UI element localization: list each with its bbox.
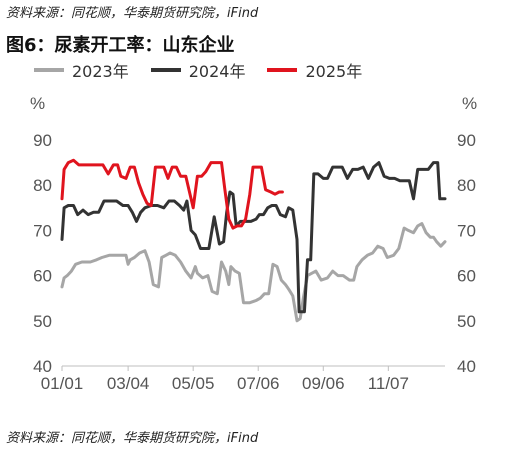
y-tick-label-right: 60 (457, 267, 476, 286)
y-tick-label-right: 80 (457, 176, 476, 195)
y-tick-label-left: 60 (33, 267, 52, 286)
source-note-top: 资料来源：同花顺，华泰期货研究院，iFind (6, 6, 259, 21)
y-tick-label-right: 50 (457, 312, 476, 331)
series-lines (60, 158, 447, 323)
y-unit-left: % (30, 94, 45, 113)
x-tick-label: 11/07 (368, 374, 409, 393)
source-note-bottom: 资料来源：同花顺，华泰期货研究院，iFind (6, 431, 259, 446)
y-tick-label-left: 40 (33, 357, 52, 376)
series-line-2025 (60, 158, 284, 230)
axes: 40 40 50 50 60 60 70 70 80 80 90 90% % 01/01 03/04 05/0… (30, 94, 477, 393)
legend-swatch-2025 (267, 68, 298, 72)
y-tick-label-left: 90 (33, 131, 52, 150)
x-tick-label: 05/05 (172, 374, 215, 393)
legend-swatch-2024 (150, 68, 181, 72)
legend-label-2023: 2023年 (72, 62, 129, 81)
x-tick-label: 09/06 (302, 374, 345, 393)
legend-item-2023: 2023年 (34, 58, 129, 82)
legend-label-2024: 2024年 (188, 62, 246, 81)
y-tick-label-left: 80 (33, 176, 52, 195)
y-tick-label-right: 90 (457, 131, 476, 150)
y-tick-label-right: 70 (457, 221, 476, 240)
legend: 2023年 2024年 2025年 (34, 58, 362, 82)
x-tick-label: 07/06 (237, 374, 280, 393)
legend-item-2025: 2025年 (267, 58, 362, 82)
x-tick-label: 03/04 (107, 374, 150, 393)
x-tick-label: 01/01 (41, 374, 84, 393)
y-tick-label-left: 50 (33, 312, 52, 331)
chart-title: 图6：尿素开工率：山东企业 (6, 35, 235, 56)
legend-item-2024: 2024年 (150, 58, 246, 82)
y-unit-right: % (462, 94, 477, 113)
legend-label-2025: 2025年 (305, 62, 363, 81)
y-tick-label-left: 70 (33, 221, 52, 240)
series-line-2023 (60, 222, 447, 323)
y-tick-label-right: 40 (457, 357, 476, 376)
series-line-2024 (60, 161, 447, 314)
legend-swatch-2023 (34, 68, 64, 72)
